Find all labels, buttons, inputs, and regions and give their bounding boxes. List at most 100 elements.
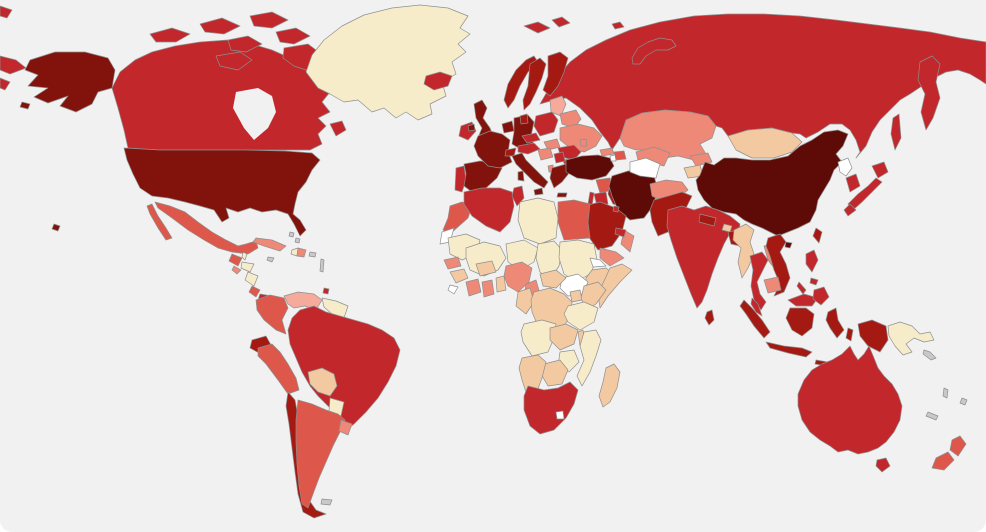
- country-trinidad[interactable]: [322, 287, 330, 295]
- country-somalia[interactable]: [597, 263, 633, 309]
- country-dominican-republic[interactable]: [296, 247, 307, 258]
- country-guinea[interactable]: [449, 268, 469, 284]
- country-sri-lanka[interactable]: [704, 309, 715, 326]
- region-bahamas-2[interactable]: [294, 237, 301, 244]
- country-austria[interactable]: [517, 142, 541, 155]
- country-mexico[interactable]: [154, 201, 259, 255]
- country-nepal[interactable]: [698, 213, 717, 227]
- country-papua-new-guinea[interactable]: [887, 321, 935, 356]
- region-new-caledonia[interactable]: [925, 411, 939, 421]
- region-sicily[interactable]: [533, 187, 544, 196]
- country-italy[interactable]: [511, 152, 549, 189]
- country-central-african-republic[interactable]: [539, 269, 567, 289]
- country-turkey[interactable]: [565, 154, 615, 181]
- region-nz-north-island[interactable]: [949, 435, 967, 457]
- region-fiji[interactable]: [959, 397, 968, 406]
- region-maluku[interactable]: [845, 327, 854, 342]
- region-chukotka-wrap-2[interactable]: [0, 77, 11, 91]
- country-armenia[interactable]: [609, 154, 617, 162]
- country-burkina-faso[interactable]: [475, 260, 497, 277]
- region-tasmania[interactable]: [875, 457, 891, 473]
- country-ivory-coast[interactable]: [465, 278, 482, 297]
- country-myanmar[interactable]: [732, 223, 755, 279]
- country-jamaica[interactable]: [266, 256, 275, 263]
- region-malay-peninsula[interactable]: [750, 297, 763, 317]
- country-nicaragua[interactable]: [244, 271, 259, 287]
- region-palawan[interactable]: [796, 281, 807, 295]
- country-brazil[interactable]: [287, 305, 401, 433]
- region-novaya-zemlya[interactable]: [631, 37, 677, 65]
- region-kamchatka[interactable]: [917, 55, 941, 131]
- country-sierra-leone[interactable]: [447, 284, 459, 295]
- country-cuba[interactable]: [252, 237, 287, 252]
- region-alaska[interactable]: [24, 51, 116, 113]
- country-mali[interactable]: [465, 241, 507, 277]
- region-crete[interactable]: [556, 192, 568, 198]
- country-united-states[interactable]: [123, 147, 321, 237]
- country-ukraine[interactable]: [559, 123, 603, 153]
- region-bahamas[interactable]: [288, 231, 295, 238]
- country-argentina[interactable]: [295, 399, 346, 509]
- region-sulawesi[interactable]: [825, 307, 845, 339]
- region-arctic-island-3[interactable]: [249, 11, 289, 29]
- region-kyushu[interactable]: [843, 203, 857, 217]
- region-arctic-island-5[interactable]: [275, 27, 311, 45]
- country-china[interactable]: [695, 129, 849, 237]
- region-svalbard-2[interactable]: [551, 16, 571, 28]
- country-mongolia[interactable]: [727, 127, 803, 159]
- country-tanzania[interactable]: [563, 301, 599, 331]
- region-sumatra[interactable]: [739, 299, 771, 339]
- country-taiwan[interactable]: [812, 227, 823, 244]
- country-france[interactable]: [473, 130, 513, 169]
- country-georgia[interactable]: [599, 147, 615, 157]
- country-belarus[interactable]: [559, 109, 582, 129]
- region-east-malaysia[interactable]: [787, 293, 819, 307]
- country-zambia[interactable]: [549, 323, 579, 351]
- country-kenya[interactable]: [580, 281, 607, 311]
- country-eritrea[interactable]: [589, 257, 607, 268]
- region-honshu[interactable]: [847, 177, 883, 211]
- region-visayas[interactable]: [809, 277, 819, 286]
- country-el-salvador[interactable]: [231, 265, 242, 275]
- country-algeria[interactable]: [463, 187, 515, 233]
- country-yemen[interactable]: [599, 247, 625, 267]
- country-guatemala[interactable]: [228, 253, 243, 267]
- region-kalimantan[interactable]: [785, 307, 815, 337]
- region-arctic-island-2[interactable]: [199, 17, 241, 35]
- country-paraguay[interactable]: [328, 397, 345, 417]
- region-vanuatu[interactable]: [942, 387, 949, 399]
- country-moldova[interactable]: [579, 138, 588, 147]
- country-south-africa[interactable]: [523, 381, 579, 435]
- region-svalbard[interactable]: [523, 21, 551, 34]
- country-honduras[interactable]: [240, 261, 255, 273]
- region-baltic-states[interactable]: [549, 95, 567, 117]
- region-solomon-islands[interactable]: [922, 349, 937, 361]
- region-west-papua[interactable]: [857, 319, 889, 353]
- region-wrap-corner[interactable]: [0, 5, 13, 19]
- region-aleutians[interactable]: [19, 101, 31, 110]
- region-arctic-island-4[interactable]: [227, 35, 263, 53]
- country-senegal[interactable]: [443, 256, 462, 270]
- country-uganda[interactable]: [569, 289, 583, 303]
- country-angola[interactable]: [520, 319, 557, 357]
- region-hawaii[interactable]: [51, 223, 61, 232]
- region-falkland-islands[interactable]: [320, 498, 333, 506]
- country-hungary[interactable]: [543, 138, 561, 151]
- region-newfoundland[interactable]: [329, 120, 347, 137]
- country-kuwait[interactable]: [612, 205, 620, 213]
- region-lesser-antilles[interactable]: [319, 258, 325, 273]
- country-puerto-rico[interactable]: [308, 251, 317, 258]
- country-sweden[interactable]: [522, 57, 547, 111]
- country-peru[interactable]: [257, 343, 300, 395]
- region-baja-california[interactable]: [146, 203, 173, 241]
- country-serbia[interactable]: [553, 151, 566, 164]
- country-belize[interactable]: [241, 251, 248, 261]
- country-costa-rica[interactable]: [248, 285, 261, 298]
- country-bolivia[interactable]: [307, 367, 338, 397]
- country-nigeria[interactable]: [503, 261, 533, 293]
- region-chukotka-wrap-1[interactable]: [0, 55, 27, 75]
- country-greenland[interactable]: [305, 4, 471, 121]
- region-sardinia[interactable]: [517, 170, 525, 182]
- region-croatia-bosnia[interactable]: [537, 147, 554, 161]
- region-mindanao[interactable]: [812, 286, 830, 306]
